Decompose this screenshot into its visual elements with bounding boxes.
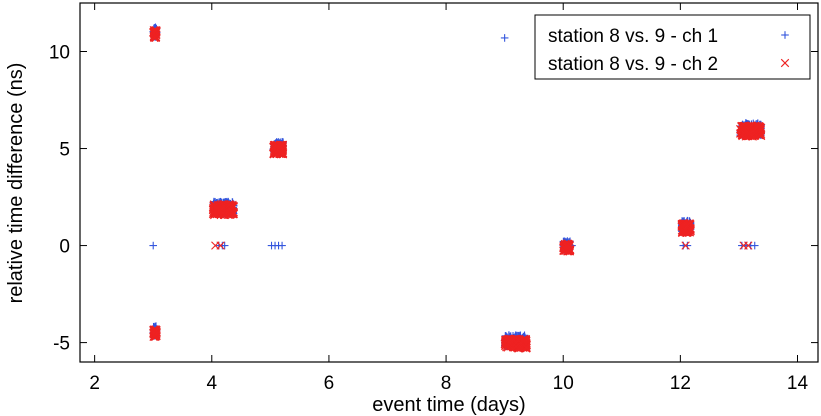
data-point (754, 122, 763, 131)
legend-label-ch2: station 8 vs. 9 - ch 2 (548, 54, 718, 75)
data-point (563, 241, 573, 250)
data-point (681, 241, 690, 250)
x-tick-label: 12 (670, 373, 691, 394)
legend: station 8 vs. 9 - ch 1 station 8 vs. 9 -… (534, 14, 811, 80)
data-point (277, 140, 287, 150)
data-point (686, 226, 695, 236)
y-tick-label: 5 (59, 140, 70, 161)
legend-marker-ch2 (780, 58, 790, 68)
data-point (224, 201, 234, 210)
data-point (519, 339, 528, 348)
data-point (678, 227, 688, 236)
legend-symbol (781, 31, 789, 39)
x-tick-label: 10 (553, 373, 574, 394)
data-point (521, 343, 531, 352)
data-point (149, 26, 159, 35)
legend-box (534, 14, 811, 80)
data-point (512, 338, 521, 347)
data-point (683, 241, 692, 250)
data-point (565, 241, 575, 250)
data-point (271, 140, 280, 150)
data-point (220, 210, 230, 220)
data-point (151, 325, 160, 334)
y-tick-label: 10 (49, 43, 70, 64)
data-point (500, 34, 509, 42)
data-point (750, 241, 759, 250)
y-tick-label: -5 (53, 334, 70, 355)
data-point (278, 241, 286, 250)
y-tick-label: 0 (59, 237, 70, 258)
data-point (211, 208, 221, 217)
data-point (149, 28, 158, 38)
data-point (216, 241, 225, 250)
legend-symbol (780, 58, 790, 68)
x-axis-label: event time (days) (372, 394, 525, 416)
data-point (150, 331, 159, 341)
data-point (229, 202, 238, 211)
y-axis-label: relative time difference (ns) (5, 63, 27, 304)
data-point (213, 207, 222, 217)
plot-frame (79, 2, 819, 363)
data-point (754, 124, 763, 133)
legend-marker-ch1 (781, 31, 789, 39)
data-point (228, 210, 238, 219)
data-point (683, 221, 692, 230)
axis-ticks: 2 4 6 8 10 12 14 -5 0 5 10 (49, 3, 818, 394)
x-tick-label: 4 (206, 373, 217, 394)
data-point (744, 241, 753, 250)
x-tick-label: 6 (324, 373, 335, 394)
chart-marks (149, 23, 766, 353)
series-2 (149, 26, 766, 353)
x-tick-label: 2 (89, 373, 100, 394)
x-tick-label: 14 (787, 373, 809, 394)
data-point (220, 241, 229, 250)
x-tick-label: 8 (441, 373, 452, 394)
data-point (500, 339, 509, 349)
data-point (276, 148, 285, 157)
data-point (737, 130, 746, 139)
data-point (149, 241, 158, 250)
data-point (740, 121, 749, 130)
data-point (506, 334, 516, 344)
data-point (749, 125, 759, 134)
data-point (744, 129, 753, 139)
legend-label-ch1: station 8 vs. 9 - ch 1 (548, 26, 718, 47)
data-point (504, 334, 514, 343)
